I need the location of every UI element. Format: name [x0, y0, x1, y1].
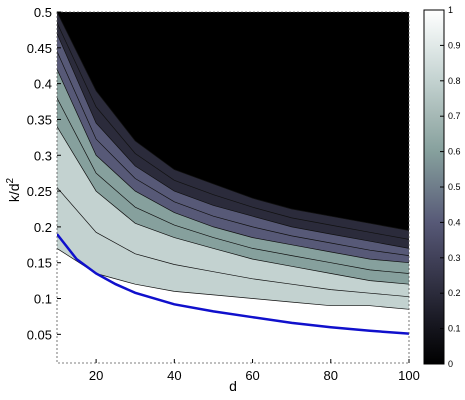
x-tick-label: 100: [398, 368, 420, 383]
series-layer: [57, 233, 409, 335]
x-axis-label: d: [229, 378, 237, 394]
colorbar-tick-label: 1: [448, 5, 453, 15]
y-tick-label: 0.4: [34, 77, 52, 92]
colorbar-tick-label: 0.8: [448, 76, 461, 86]
contour-line-0.9: [57, 248, 409, 310]
contour-bands: [57, 12, 409, 363]
x-tick-label: 60: [245, 368, 259, 383]
colorbar-tick-label: 0.9: [448, 40, 461, 50]
contour-line-0.7: [57, 126, 409, 285]
plot-frame: [56, 11, 410, 364]
contour-line-0.3: [57, 33, 409, 249]
contour-line-0.5: [57, 69, 409, 264]
x-tick-label: 40: [167, 368, 181, 383]
contour-lines: [57, 12, 409, 310]
x-tick-label: 20: [89, 368, 103, 383]
y-tick-label: 0.5: [34, 5, 52, 20]
y-tick-label: 0.05: [27, 327, 52, 342]
colorbar-tick-label: 0.7: [448, 111, 461, 121]
y-tick-label: 0.45: [27, 41, 52, 56]
series-line-0: [57, 233, 409, 335]
y-axis-label: k/d2: [5, 177, 22, 202]
y-tick-label: 0.35: [27, 112, 52, 127]
colorbar-tick-label: 0.5: [448, 182, 461, 192]
x-tick-label: 80: [324, 368, 338, 383]
contour-line-0.8: [57, 187, 409, 298]
colorbar-tick-label: 0.2: [448, 288, 461, 298]
colorbar-tick-label: 0.4: [448, 217, 461, 227]
y-tick-label: 0.1: [34, 292, 52, 307]
band-level-0.9: [57, 248, 409, 363]
y-axis-label-superscript: 2: [5, 177, 16, 183]
x-axis-ticks: 20 40 60 80 100: [89, 359, 420, 383]
y-tick-label: 0.25: [27, 184, 52, 199]
colorbar-tick-label: 0.6: [448, 147, 461, 157]
contour-line-0.4: [57, 51, 409, 256]
y-axis-label-base: k/d: [6, 183, 22, 202]
contour-line-0.2: [57, 22, 409, 240]
y-tick-label: 0.3: [34, 148, 52, 163]
colorbar-ticks: 0 0.1 0.2 0.3 0.4 0.5 0.6 0.7 0.8 0.9 1: [440, 5, 461, 369]
y-axis-ticks: 0.05 0.1 0.15 0.2 0.25 0.3 0.35 0.4 0.45 0.5: [27, 5, 61, 342]
y-tick-label: 0.2: [34, 220, 52, 235]
contour-line-0.1: [57, 12, 409, 231]
colorbar-tick-label: 0.1: [448, 324, 461, 334]
colorbar-tick-label: 0: [448, 359, 453, 369]
contour-line-0.6: [57, 97, 409, 274]
y-tick-label: 0.15: [27, 256, 52, 271]
colorbar-tick-label: 0.3: [448, 253, 461, 263]
